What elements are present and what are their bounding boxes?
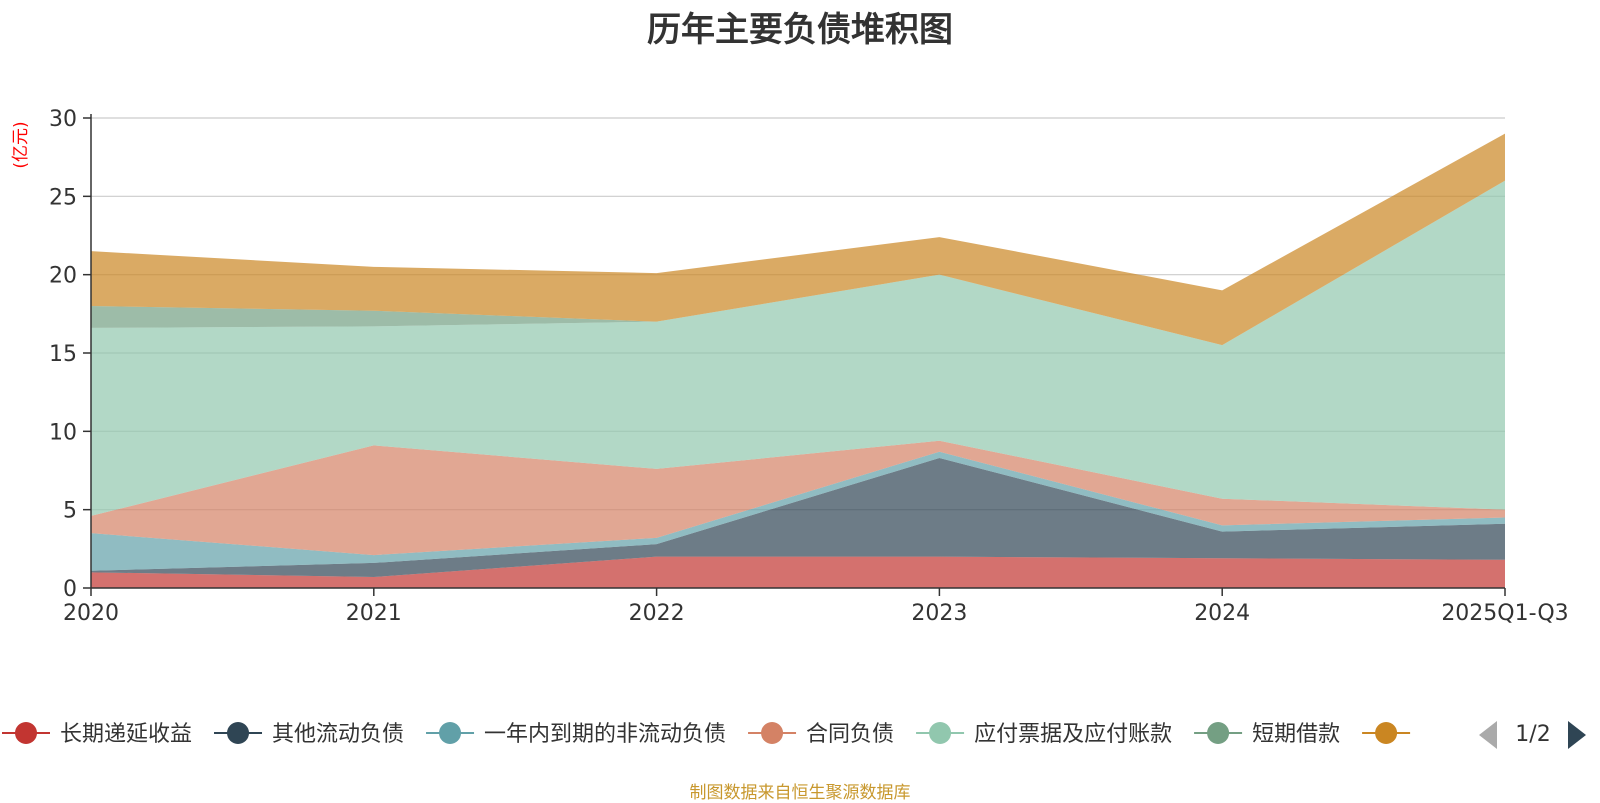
axis-layer: 0 5 10 15 20 25 30 2020 2021 2022 2023 2024 2025Q1-Q…: [49, 107, 1569, 626]
legend-item[interactable]: 其他流动负债: [214, 722, 404, 747]
area-series-6: [91, 133, 1505, 346]
y-tick-label: 15: [49, 342, 77, 367]
legend-marker: [1375, 722, 1398, 744]
y-tick-label: 5: [63, 499, 77, 524]
legend-item[interactable]: 短期借款: [1194, 722, 1340, 747]
x-tick-label: 2021: [346, 601, 402, 626]
legend-marker: [439, 722, 462, 744]
area-series-2: [91, 451, 1505, 571]
legend-label: 短期借款: [1252, 722, 1340, 747]
area-series-0: [91, 556, 1505, 588]
legend-prev-page-icon[interactable]: [1479, 721, 1497, 749]
chart-title: 历年主要负债堆积图: [647, 10, 953, 50]
y-tick-label: 30: [49, 107, 77, 132]
legend-label: 合同负债: [806, 722, 894, 747]
legend-label: 应付票据及应付账款: [974, 722, 1172, 747]
legend-item[interactable]: 应付票据及应付账款: [916, 722, 1172, 747]
y-tick-label: 10: [49, 420, 77, 445]
y-tick-label: 0: [63, 577, 77, 602]
y-tick-label: 25: [49, 185, 77, 210]
y-axis-label: (亿元): [11, 121, 31, 168]
legend-marker: [15, 722, 37, 744]
y-tick-label: 20: [49, 264, 77, 289]
area-series-4: [91, 180, 1505, 516]
legend-item[interactable]: [1362, 722, 1411, 744]
legend-label: 其他流动负债: [272, 722, 404, 747]
legend-next-page-icon[interactable]: [1568, 721, 1586, 749]
source-note: 制图数据来自恒生聚源数据库: [689, 783, 911, 803]
legend-item[interactable]: 合同负债: [748, 722, 894, 747]
area-layer: [91, 133, 1505, 588]
legend-marker: [1207, 722, 1230, 744]
legend-item[interactable]: 长期递延收益: [2, 722, 192, 747]
legend-item[interactable]: 一年内到期的非流动负债: [426, 722, 726, 747]
legend: 长期递延收益 其他流动负债 一年内到期的非流动负债 合同负债 应付票据及应付账款 短期借款…: [2, 721, 1586, 749]
legend-marker: [929, 722, 952, 744]
legend-label: 长期递延收益: [60, 722, 192, 747]
x-tick-label: 2020: [63, 601, 119, 626]
x-tick-label: 2022: [629, 601, 685, 626]
area-series-1: [91, 457, 1505, 578]
x-tick-label: 2023: [911, 601, 967, 626]
area-series-3: [91, 440, 1505, 556]
x-tick-label: 2024: [1194, 601, 1250, 626]
legend-marker: [761, 722, 784, 744]
legend-marker: [227, 722, 250, 744]
legend-label: 一年内到期的非流动负债: [484, 722, 726, 747]
legend-page-indicator: 1/2: [1515, 722, 1550, 747]
x-tick-label: 2025Q1-Q3: [1441, 601, 1568, 626]
